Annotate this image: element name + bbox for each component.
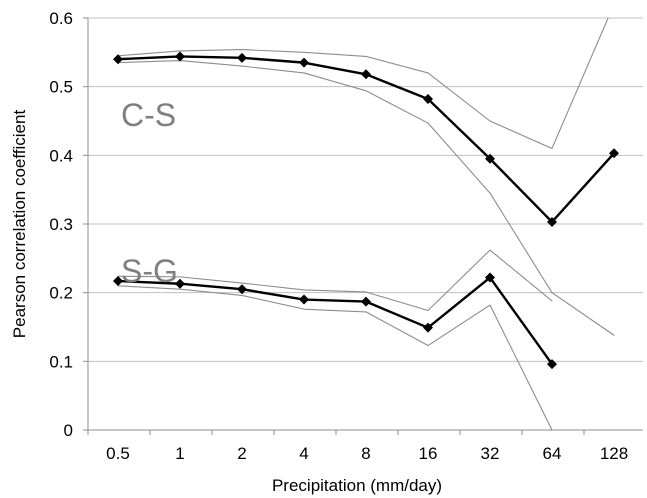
s-g-upper-line bbox=[117, 249, 553, 312]
x-tick-label: 1 bbox=[175, 444, 184, 463]
c-s-data-point bbox=[237, 52, 247, 63]
s-g-data-point bbox=[113, 275, 123, 286]
s-g-data-point bbox=[547, 359, 557, 370]
y-tick-label: 0 bbox=[64, 421, 73, 440]
c-s-mean-line bbox=[116, 55, 616, 224]
y-tick-label: 0.1 bbox=[49, 352, 73, 371]
x-tick-label: 32 bbox=[481, 444, 500, 463]
axes bbox=[83, 17, 643, 435]
c-s-data-point bbox=[175, 51, 185, 62]
c-s-data-point bbox=[423, 94, 433, 105]
x-axis-title: Precipitation (mm/day) bbox=[272, 476, 442, 495]
y-tick-label: 0.3 bbox=[49, 215, 73, 234]
c-s-data-point bbox=[113, 54, 123, 65]
c-s-data-point bbox=[485, 153, 495, 164]
s-g-data-point bbox=[423, 322, 433, 333]
s-g-data-point bbox=[485, 272, 495, 283]
s-g-data-point bbox=[299, 294, 309, 305]
c-s-lower-line bbox=[117, 60, 615, 336]
c-s-data-point bbox=[609, 148, 619, 159]
s-g-lower-line bbox=[117, 285, 553, 430]
annotations: C-S S-G bbox=[121, 97, 178, 289]
x-tick-label: 128 bbox=[600, 444, 628, 463]
y-tick-label: 0.2 bbox=[49, 284, 73, 303]
x-tick-label: 8 bbox=[361, 444, 370, 463]
c-s-annotation: C-S bbox=[121, 97, 176, 133]
y-axis-title: Pearson correlation coefficient bbox=[10, 110, 29, 339]
s-g-mean-line bbox=[116, 276, 554, 366]
c-s-data-point bbox=[299, 57, 309, 68]
c-s-data-point bbox=[547, 216, 557, 227]
y-tick-label: 0.5 bbox=[49, 78, 73, 97]
x-tick-label: 16 bbox=[419, 444, 438, 463]
s-g-data-point bbox=[237, 284, 247, 295]
x-tick-label: 0.5 bbox=[106, 444, 130, 463]
series-lines bbox=[116, 18, 616, 430]
s-g-data-point bbox=[361, 296, 371, 307]
s-g-annotation: S-G bbox=[121, 253, 178, 289]
x-tick-label: 4 bbox=[299, 444, 308, 463]
c-s-upper-line bbox=[117, 18, 609, 150]
grid-lines bbox=[88, 17, 643, 362]
y-tick-label: 0.4 bbox=[49, 146, 73, 165]
c-s-data-point bbox=[361, 69, 371, 80]
s-g-data-point bbox=[175, 278, 185, 289]
series-markers bbox=[113, 51, 619, 370]
tick-labels: 0 0.1 0.2 0.3 0.4 0.5 0.6 0.5 1 2 4 8 16 32 64 128 bbox=[49, 9, 628, 463]
y-tick-label: 0.6 bbox=[49, 9, 73, 28]
x-tick-label: 2 bbox=[237, 444, 246, 463]
x-tick-label: 64 bbox=[543, 444, 562, 463]
